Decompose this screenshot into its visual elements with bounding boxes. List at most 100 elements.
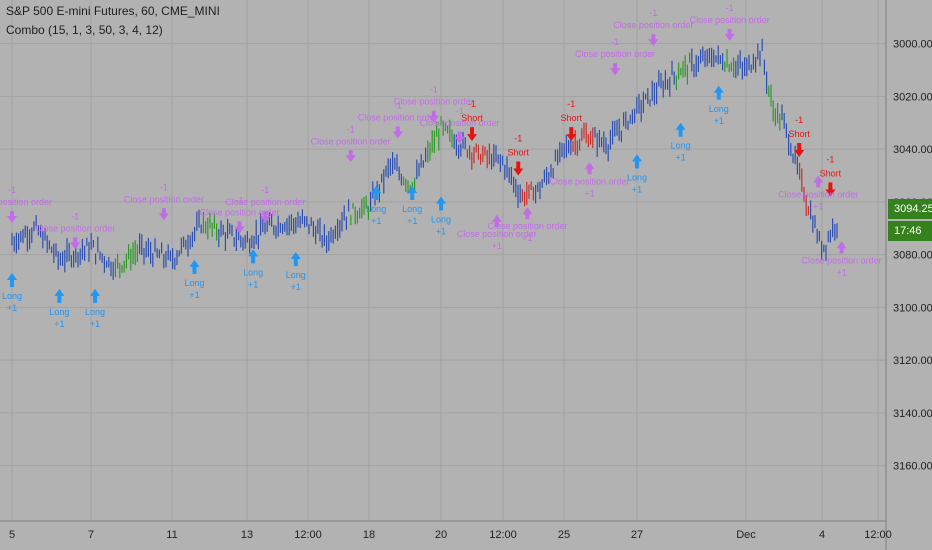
close-arrow-icon [836, 241, 847, 254]
time-tick-label: 12:00 [489, 529, 517, 541]
short-signal[interactable]: -1 Short [788, 115, 810, 157]
close-signal[interactable]: Close position order+1 [487, 207, 567, 243]
signal-label: Long [709, 104, 729, 114]
signal-qty: +1 [836, 267, 846, 277]
symbol-title[interactable]: S&P 500 E-mini Futures, 60, CME_MINI [6, 4, 220, 18]
time-axis[interactable]: 5 7 11 13 12:00 18 20 12:00 25 27 Dec 4 12:00 [9, 529, 892, 541]
long-arrow-icon [436, 196, 446, 211]
close-signal[interactable]: Close position order+1 [457, 215, 537, 251]
long-signal[interactable]: Long +1 [366, 186, 386, 226]
signal-label: Short [788, 129, 810, 139]
signal-qty: -1 [347, 124, 355, 134]
time-tick-label: 12:00 [864, 529, 892, 541]
signal-label: Long [671, 141, 691, 151]
short-signal[interactable]: -1 Short [461, 99, 483, 142]
long-arrow-icon [632, 154, 642, 169]
close-arrow-icon [584, 162, 595, 175]
signal-qty: -1 [8, 185, 16, 195]
signal-qty: +1 [813, 201, 823, 211]
signal-qty: -1 [394, 101, 402, 111]
short-signal[interactable]: -1 Short [820, 155, 842, 197]
signal-label: Short [461, 113, 483, 123]
long-signal[interactable]: Long +1 [709, 85, 729, 126]
long-arrow-icon [713, 85, 724, 100]
price-bars [11, 38, 838, 280]
long-signal[interactable]: Long +1 [286, 251, 306, 292]
signal-label: Close position order [550, 176, 630, 186]
signal-label: Close position order [690, 15, 770, 25]
long-signal[interactable]: Long +1 [671, 122, 691, 163]
price-tick-label: 3000.00 [893, 39, 932, 51]
close-arrow-icon [392, 126, 403, 139]
close-signal[interactable]: Close position order +1 [802, 241, 882, 277]
long-signal[interactable]: Long +1 [627, 154, 647, 194]
long-signal[interactable]: Long +1 [49, 288, 69, 329]
time-tick-label: 12:00 [294, 529, 322, 541]
signal-label: Long [627, 172, 647, 182]
close-arrow-icon [724, 28, 735, 41]
long-signal[interactable]: Long +1 [2, 273, 22, 313]
signal-qty: -1 [235, 195, 243, 205]
signal-qty: -1 [726, 3, 734, 13]
close-arrow-icon [813, 175, 824, 188]
signal-label: Short [507, 147, 529, 157]
signal-qty: +1 [189, 290, 199, 300]
close-signal[interactable]: -1 Close position order [690, 3, 770, 41]
time-tick-label: 5 [9, 529, 15, 541]
time-tick-label: 11 [166, 529, 177, 541]
close-arrow-icon [345, 150, 356, 163]
signal-label: Long [85, 307, 105, 317]
signal-qty: +1 [584, 188, 594, 198]
signal-qty: +1 [675, 153, 685, 163]
long-signal[interactable]: Long +1 [85, 288, 105, 329]
time-tick-label: 27 [631, 529, 643, 541]
close-signal[interactable]: Close position order +1 [778, 175, 858, 211]
long-signal[interactable]: Long +1 [402, 186, 422, 226]
signal-label: Close position order [778, 189, 858, 199]
time-tick-label: 20 [435, 529, 447, 541]
long-signal[interactable]: Long +1 [243, 249, 263, 289]
strategy-signals: Long+1 Long+1Long+1Long+1Long+1Long+1Long… [0, 3, 882, 329]
price-tick-label: 3160.00 [893, 461, 932, 473]
price-tick-label: 3040.00 [893, 144, 932, 156]
time-tick-label: Dec [736, 529, 756, 541]
signal-qty: -1 [430, 85, 438, 95]
signal-qty: -1 [795, 115, 803, 125]
signal-qty: -1 [826, 155, 834, 165]
short-signal[interactable]: -1 Short [561, 99, 583, 142]
time-tick-label: 13 [241, 529, 253, 541]
signal-qty: +1 [54, 319, 64, 329]
close-arrow-icon [610, 63, 621, 76]
close-signal[interactable]: -1 Close position order [311, 124, 391, 163]
signal-label: Close position order [802, 255, 882, 265]
close-signal[interactable]: Close position order +1 [550, 162, 630, 198]
signal-qty: +1 [632, 184, 642, 194]
signal-qty: +1 [492, 241, 502, 251]
signal-label: Close position order [613, 20, 693, 30]
short-signal[interactable]: -1 Short [507, 133, 530, 176]
signal-qty: +1 [522, 233, 532, 243]
short-arrow-icon [825, 182, 836, 197]
signal-label: Short [820, 169, 842, 179]
signal-label: Long [243, 267, 263, 277]
study-legend[interactable]: Combo (15, 1, 3, 50, 3, 4, 12) [6, 23, 163, 37]
long-arrow-icon [675, 122, 686, 137]
long-signal[interactable]: Long +1 [431, 196, 451, 237]
price-axis[interactable]: 3160.003140.003120.003100.003080.003060.… [893, 39, 932, 473]
long-arrow-icon [290, 251, 301, 266]
signal-label: Close position order [311, 136, 391, 146]
long-arrow-icon [90, 288, 101, 303]
long-signal[interactable]: Long +1 [184, 259, 205, 300]
long-arrow-icon [7, 273, 17, 288]
